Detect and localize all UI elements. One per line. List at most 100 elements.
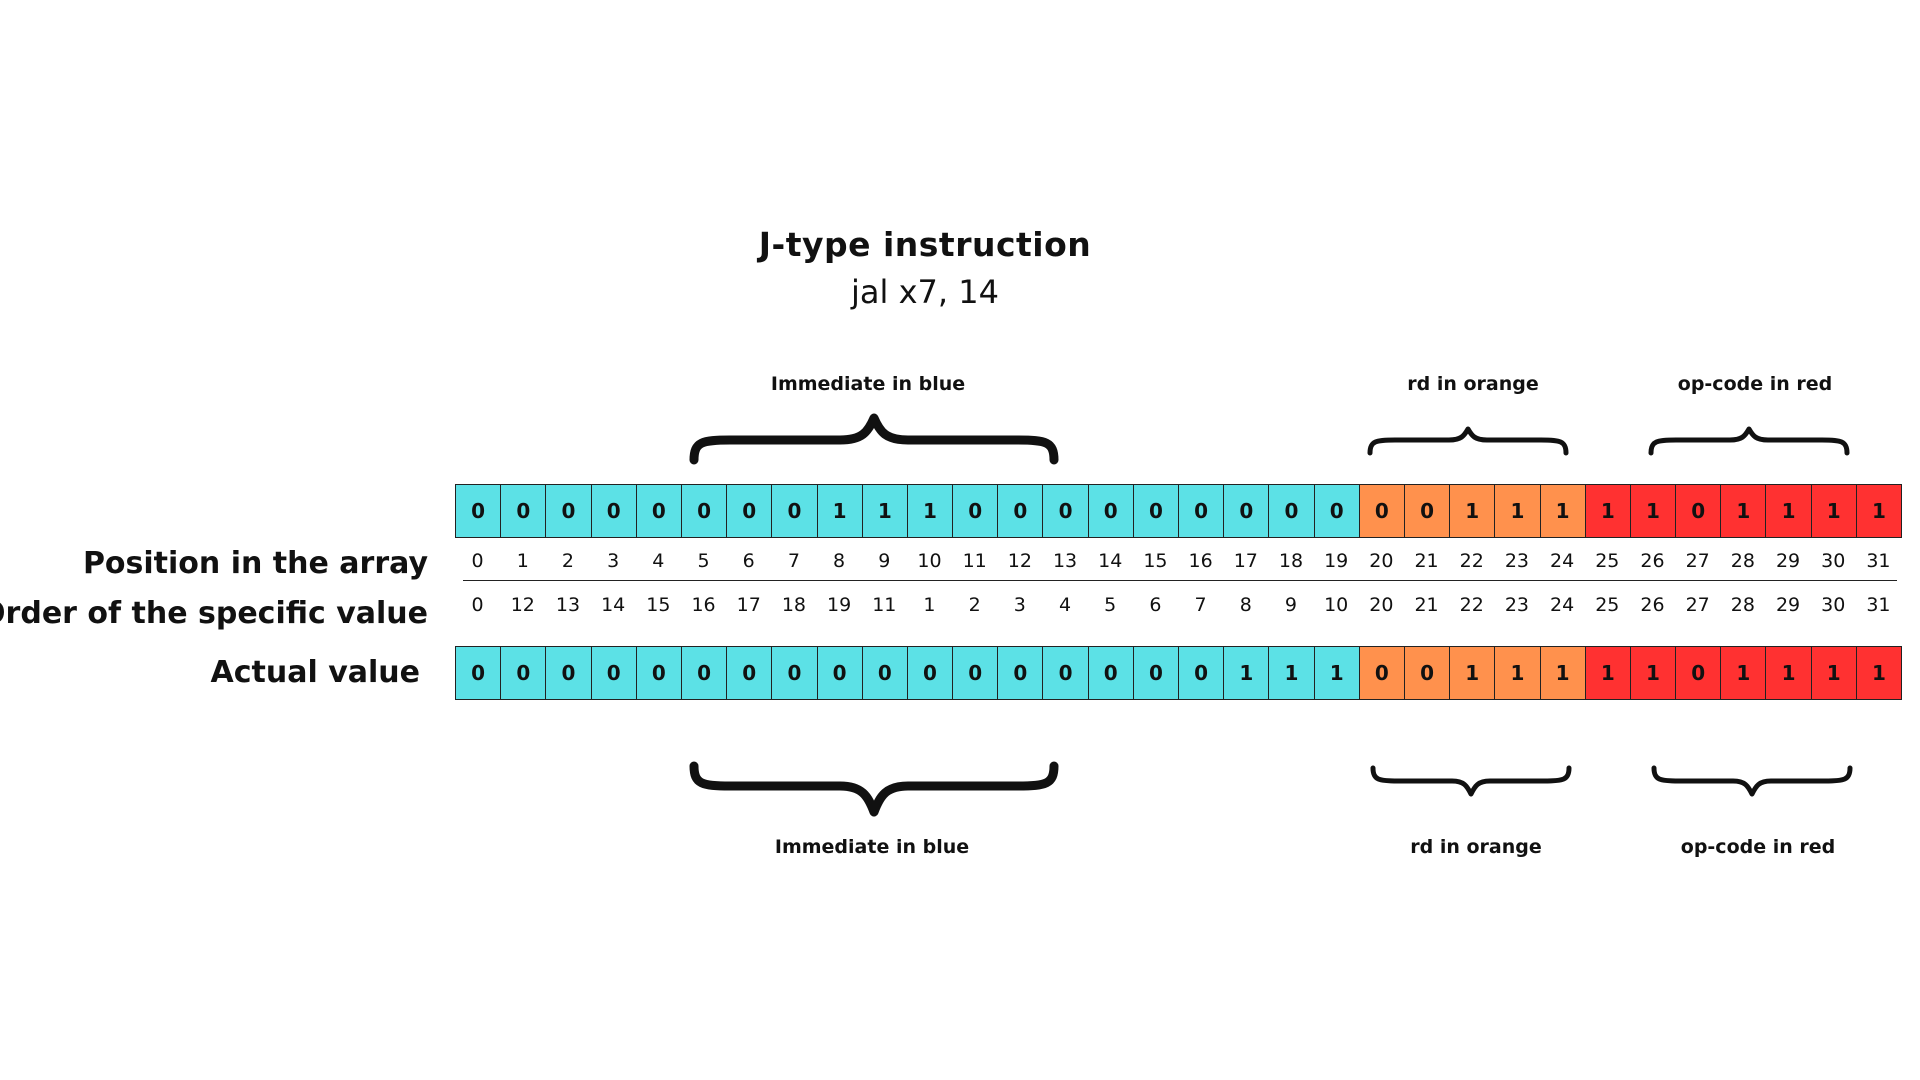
instruction-rd-bit-22: 1 [1449,484,1496,538]
order-number-30: 30 [1821,594,1846,616]
instruction-immediate-bit-6: 0 [726,484,773,538]
position-number-row: 0 1 2 3 4 5 6 7 8 9 10 11 12 13 14 15 16 17 18 19 20 21 22 23 24… [455,550,1901,572]
actual-opcode-bit-25: 1 [1584,646,1631,700]
order-number-9: 11 [872,594,897,616]
order-number-row: 0 12 13 14 15 16 17 18 19 11 1 2 3 4 5 6 7 8 9 10 20 21 22 23 24… [455,594,1901,616]
actual-opcode-bit-31: 1 [1855,646,1902,700]
actual-immediate-bit-12: 0 [997,646,1044,700]
instruction-immediate-bit-5: 0 [680,484,728,538]
order-number-12: 3 [1013,594,1026,616]
actual-immediate-bit-10: 0 [906,646,954,700]
top-rd-brace [1367,426,1569,456]
order-number-26: 26 [1640,594,1665,616]
position-number-16: 16 [1188,550,1213,572]
order-number-22: 22 [1459,594,1484,616]
instruction-immediate-bit-17: 0 [1223,484,1270,538]
position-number-20: 20 [1369,550,1394,572]
top-opcode-label: op-code in red [1677,373,1833,395]
actual-immediate-bit-1: 0 [500,646,547,700]
actual-opcode-bit-28: 1 [1720,646,1767,700]
order-number-27: 27 [1685,594,1710,616]
instruction-opcode-bit-29: 1 [1765,484,1812,538]
order-number-31: 31 [1866,594,1891,616]
top-opcode-brace [1648,426,1850,456]
instruction-immediate-bit-19: 0 [1313,484,1360,538]
position-number-3: 3 [607,550,620,572]
position-number-19: 19 [1324,550,1349,572]
order-number-7: 18 [781,594,806,616]
actual-immediate-bit-15: 0 [1132,646,1179,700]
instruction-rd-bit-24: 1 [1539,484,1586,538]
position-number-25: 25 [1595,550,1620,572]
actual-immediate-bit-7: 0 [771,646,818,700]
order-number-10: 1 [923,594,936,616]
instruction-immediate-bit-8: 1 [816,484,863,538]
actual-immediate-bit-2: 0 [545,646,592,700]
position-number-6: 6 [742,550,755,572]
order-number-3: 14 [601,594,626,616]
actual-rd-bit-21: 0 [1403,646,1451,700]
position-number-29: 29 [1775,550,1801,572]
order-number-8: 19 [827,594,852,616]
position-number-13: 13 [1052,550,1078,572]
instruction-immediate-bit-12: 0 [997,484,1044,538]
position-number-18: 18 [1278,550,1304,572]
diagram-title: J-type instruction [758,225,1092,264]
instruction-opcode-bit-27: 0 [1675,484,1722,538]
instruction-immediate-bit-7: 0 [771,484,818,538]
position-number-0: 0 [471,550,484,572]
actual-immediate-bit-3: 0 [590,646,637,700]
actual-opcode-bit-29: 1 [1765,646,1812,700]
actual-immediate-bit-5: 0 [680,646,728,700]
order-number-25: 25 [1595,594,1620,616]
actual-opcode-bit-27: 0 [1675,646,1722,700]
top-immediate-label: Immediate in blue [770,373,966,395]
position-number-12: 12 [1007,550,1032,572]
instruction-immediate-bit-15: 0 [1132,484,1179,538]
instruction-immediate-bit-13: 0 [1042,484,1089,538]
actual-rd-bit-23: 1 [1494,646,1541,700]
position-number-9: 9 [878,550,891,572]
actual-immediate-bit-0: 0 [455,646,502,700]
position-number-4: 4 [652,550,665,572]
bottom-immediate-label: Immediate in blue [774,836,970,858]
order-number-29: 29 [1775,594,1801,616]
instruction-opcode-bit-30: 1 [1810,484,1857,538]
instruction-rd-bit-23: 1 [1494,484,1541,538]
position-number-31: 31 [1866,550,1891,572]
instruction-immediate-bit-1: 0 [500,484,547,538]
order-number-0: 0 [471,594,484,616]
order-number-6: 17 [736,594,761,616]
instruction-immediate-bit-16: 0 [1178,484,1225,538]
actual-opcode-bit-26: 1 [1629,646,1677,700]
position-number-5: 5 [697,550,710,572]
actual-immediate-bit-11: 0 [952,646,999,700]
order-number-15: 6 [1149,594,1162,616]
position-number-22: 22 [1459,550,1484,572]
actual-immediate-bit-9: 0 [861,646,908,700]
position-number-8: 8 [833,550,846,572]
instruction-immediate-bit-10: 1 [906,484,954,538]
position-number-21: 21 [1414,550,1439,572]
actual-immediate-bit-16: 0 [1178,646,1225,700]
actual-rd-bit-20: 0 [1358,646,1405,700]
order-number-13: 4 [1058,594,1072,616]
position-number-23: 23 [1504,550,1529,572]
row-divider [463,580,1897,581]
instruction-text: jal x7, 14 [851,273,999,311]
instruction-opcode-bit-31: 1 [1855,484,1902,538]
order-number-11: 2 [968,594,981,616]
instruction-immediate-bit-4: 0 [635,484,682,538]
order-number-5: 16 [691,594,716,616]
position-number-1: 1 [516,550,529,572]
position-number-15: 15 [1143,550,1168,572]
order-number-23: 23 [1504,594,1529,616]
position-number-2: 2 [561,550,575,572]
order-number-28: 28 [1730,594,1755,616]
bottom-opcode-label: op-code in red [1680,836,1836,858]
order-number-1: 12 [510,594,535,616]
actual-immediate-bit-6: 0 [726,646,773,700]
